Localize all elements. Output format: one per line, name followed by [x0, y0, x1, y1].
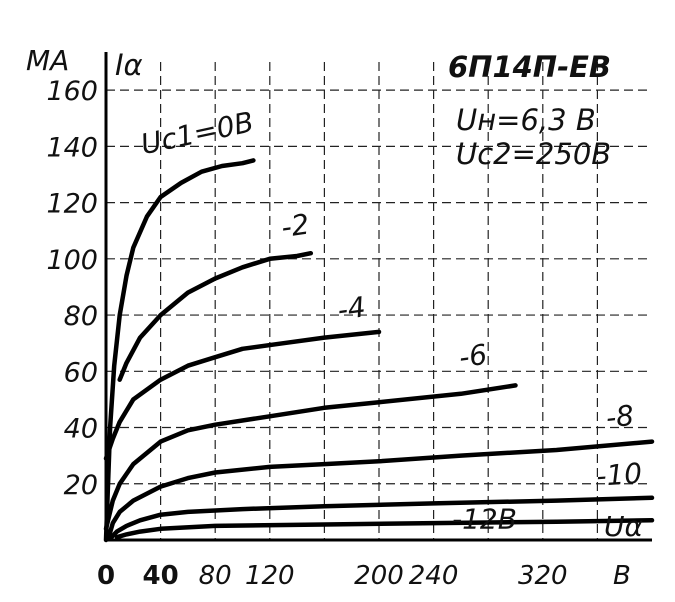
series-label-2: -2 — [279, 208, 311, 245]
y-tick-label: 120 — [46, 189, 98, 220]
y-tick-label: 140 — [46, 132, 98, 163]
y-tick-label: 20 — [64, 470, 98, 501]
series-label-5: -8 — [604, 399, 635, 435]
y-tick-label: 40 — [64, 414, 98, 445]
y-unit-label: MA — [26, 44, 69, 77]
y-tick-label: 160 — [46, 76, 98, 107]
series-line-3 — [103, 329, 382, 461]
y-axis-label: Iα — [115, 48, 143, 82]
series-label-3: -4 — [335, 290, 367, 327]
x-tick-label: 320 — [518, 561, 568, 591]
chart-title: 6П14П-ЕВ — [448, 50, 611, 84]
series-line-1 — [103, 158, 256, 543]
x-tick-label: 120 — [245, 561, 295, 591]
x-tick-label: 40 — [143, 561, 179, 591]
grid — [106, 62, 652, 540]
y-tick-label: 100 — [46, 245, 98, 276]
y-tick-label: 60 — [64, 357, 98, 388]
x-unit-label: B — [613, 561, 631, 591]
series-curves — [103, 158, 655, 543]
series-label-7: -12B — [452, 502, 517, 535]
x-tick-label: 0 — [97, 561, 115, 591]
series-label-4: -6 — [457, 338, 489, 375]
x-tick-label: 200 — [354, 561, 404, 591]
series-line-6 — [109, 495, 655, 540]
x-tick-label: 80 — [199, 561, 232, 591]
condition-screen-voltage: Uc2=250B — [456, 137, 611, 171]
series-label-6: -10 — [595, 457, 643, 493]
y-tick-label: 80 — [64, 301, 98, 332]
condition-heater-voltage: Uн=6,3 B — [456, 103, 596, 137]
x-axis-label: Uα — [604, 510, 643, 543]
series-line-4 — [103, 383, 518, 532]
x-tick-label: 240 — [409, 561, 459, 591]
series-line-7 — [114, 518, 655, 540]
curve-labels: Uc1=0B -2 -4 -6 -8 -10 -12B — [138, 105, 643, 535]
series-line-5 — [106, 439, 655, 540]
tick-labels: 20 40 60 80 100 120 140 160 0 40 80 120 200 240 320 — [46, 76, 567, 591]
series-label-1: Uc1=0B — [138, 105, 257, 161]
series-line-2 — [117, 250, 314, 382]
